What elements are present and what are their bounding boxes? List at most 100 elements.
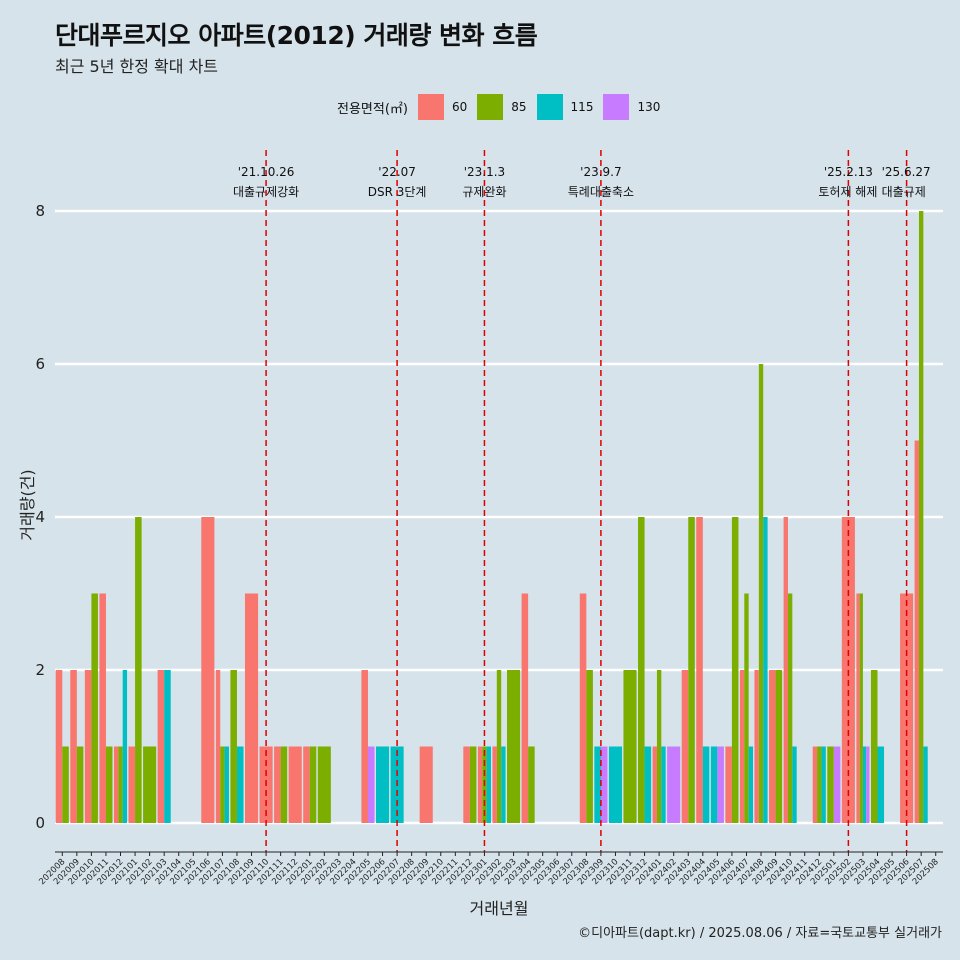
bar-202409-85 bbox=[775, 670, 783, 823]
bar-202503-115 bbox=[862, 746, 867, 823]
bar-202008-60 bbox=[55, 670, 63, 823]
bar-202107-115 bbox=[224, 746, 229, 823]
event-lines: '21.10.26 대출규제강화 '22.07 DSR 3단계 '23.1.3 규제완화 '… bbox=[233, 150, 931, 852]
event-date-0: '21.10.26 bbox=[238, 165, 295, 179]
bar-202312-115 bbox=[644, 746, 652, 823]
bar-202106-60 bbox=[201, 517, 215, 823]
bar-202410-60 bbox=[783, 517, 788, 823]
bar-202309-130 bbox=[600, 746, 608, 823]
bar-202401-60 bbox=[652, 746, 657, 823]
bar-202403-85 bbox=[688, 517, 695, 823]
bar-202412-85 bbox=[817, 746, 822, 823]
bar-202507-60 bbox=[914, 440, 919, 823]
event-text-3: 특례대출축소 bbox=[568, 185, 634, 199]
bar-202405-115 bbox=[710, 746, 718, 823]
source-caption: ©디아파트(dapt.kr) / 2025.08.06 / 자료=국토교통부 실… bbox=[578, 926, 942, 941]
bar-202412-115 bbox=[821, 746, 826, 823]
bars bbox=[55, 211, 928, 823]
bar-202503-85 bbox=[859, 593, 863, 823]
bar-202101-85 bbox=[135, 517, 142, 823]
bar-202108-115 bbox=[236, 746, 244, 823]
bar-202201-85 bbox=[309, 746, 317, 823]
bar-202205-60 bbox=[361, 670, 368, 823]
bar-202507-85 bbox=[918, 211, 924, 823]
event-date-5: '25.6.27 bbox=[882, 165, 931, 179]
event-date-4: '25.2.13 bbox=[824, 165, 873, 179]
bar-202107-60 bbox=[215, 670, 221, 823]
bar-202408-85 bbox=[758, 364, 764, 823]
bar-202409-60 bbox=[769, 670, 776, 823]
bar-202504-115 bbox=[877, 746, 885, 823]
bar-202205-130 bbox=[367, 746, 375, 823]
event-text-5: 대출규제 bbox=[882, 185, 926, 199]
legend-item-85: 85 bbox=[477, 94, 527, 120]
bar-202108-85 bbox=[230, 670, 237, 823]
bar-202303-85 bbox=[507, 670, 521, 823]
bar-202412-60 bbox=[812, 746, 818, 823]
bar-202504-85 bbox=[870, 670, 878, 823]
bar-202111-85 bbox=[280, 746, 288, 823]
bar-202212-85 bbox=[469, 746, 477, 823]
event-text-2: 규제완화 bbox=[462, 185, 506, 199]
bar-202403-60 bbox=[681, 670, 689, 823]
bar-202011-60 bbox=[99, 593, 106, 823]
y-tick-label-8: 8 bbox=[35, 202, 45, 220]
chart-subtitle: 최근 5년 한정 확대 차트 bbox=[55, 57, 219, 76]
y-tick-label-6: 6 bbox=[35, 355, 45, 373]
legend-label-115: 115 bbox=[570, 100, 594, 114]
bar-202404-115 bbox=[702, 746, 710, 823]
bar-202407-60 bbox=[739, 670, 745, 823]
bar-202407-85 bbox=[744, 593, 749, 823]
bar-202410-85 bbox=[787, 593, 793, 823]
bar-202011-85 bbox=[105, 746, 113, 823]
legend-title: 전용면적(㎡) bbox=[337, 101, 408, 117]
bar-202301-115 bbox=[486, 746, 491, 823]
bar-202008-85 bbox=[62, 746, 69, 823]
bar-202309-115 bbox=[594, 746, 601, 823]
bar-202209-60 bbox=[419, 746, 433, 823]
bar-202103-60 bbox=[157, 670, 165, 823]
bar-202201-60 bbox=[303, 746, 310, 823]
legend-swatch-85 bbox=[477, 94, 504, 120]
legend-label-85: 85 bbox=[511, 100, 527, 114]
bar-202009-85 bbox=[76, 746, 84, 823]
legend-swatch-130 bbox=[603, 94, 630, 120]
bar-202408-60 bbox=[754, 670, 759, 823]
legend-label-130: 130 bbox=[637, 100, 661, 114]
event-date-2: '23.1.3 bbox=[464, 165, 505, 179]
bar-202308-85 bbox=[586, 670, 593, 823]
bar-202009-60 bbox=[70, 670, 77, 823]
bar-202401-115 bbox=[661, 746, 666, 823]
legend-label-60: 60 bbox=[451, 100, 468, 114]
bar-202501-130 bbox=[833, 746, 841, 823]
x-axis-title: 거래년월 bbox=[470, 899, 529, 918]
bar-202111-60 bbox=[274, 746, 281, 823]
event-date-1: '22.07 bbox=[378, 165, 416, 179]
bar-202302-85 bbox=[496, 670, 502, 823]
bar-202507-115 bbox=[923, 746, 928, 823]
legend: 전용면적(㎡) 60 85 115 130 bbox=[337, 94, 670, 120]
event-text-1: DSR 3단계 bbox=[368, 185, 427, 199]
bar-202312-85 bbox=[638, 517, 645, 823]
legend-swatch-115 bbox=[536, 94, 563, 120]
y-tick-label-0: 0 bbox=[35, 814, 45, 832]
bar-202302-60 bbox=[492, 746, 497, 823]
bar-202503-130 bbox=[866, 746, 870, 823]
bar-202406-85 bbox=[731, 517, 739, 823]
bar-202202-85 bbox=[317, 746, 331, 823]
bar-202407-115 bbox=[748, 746, 754, 823]
bar-202302-115 bbox=[501, 746, 506, 823]
bar-202408-115 bbox=[763, 517, 768, 823]
bar-202012-85 bbox=[118, 746, 123, 823]
y-axis-title: 거래량(건) bbox=[18, 469, 37, 540]
bar-202402-130 bbox=[667, 746, 681, 823]
bar-202107-85 bbox=[220, 746, 225, 823]
bar-202102-85 bbox=[143, 746, 157, 823]
bar-202301-60 bbox=[477, 746, 483, 823]
y-tick-label-4: 4 bbox=[35, 508, 45, 526]
bar-202405-130 bbox=[717, 746, 724, 823]
bar-202010-85 bbox=[91, 593, 98, 823]
bar-202308-60 bbox=[579, 593, 587, 823]
